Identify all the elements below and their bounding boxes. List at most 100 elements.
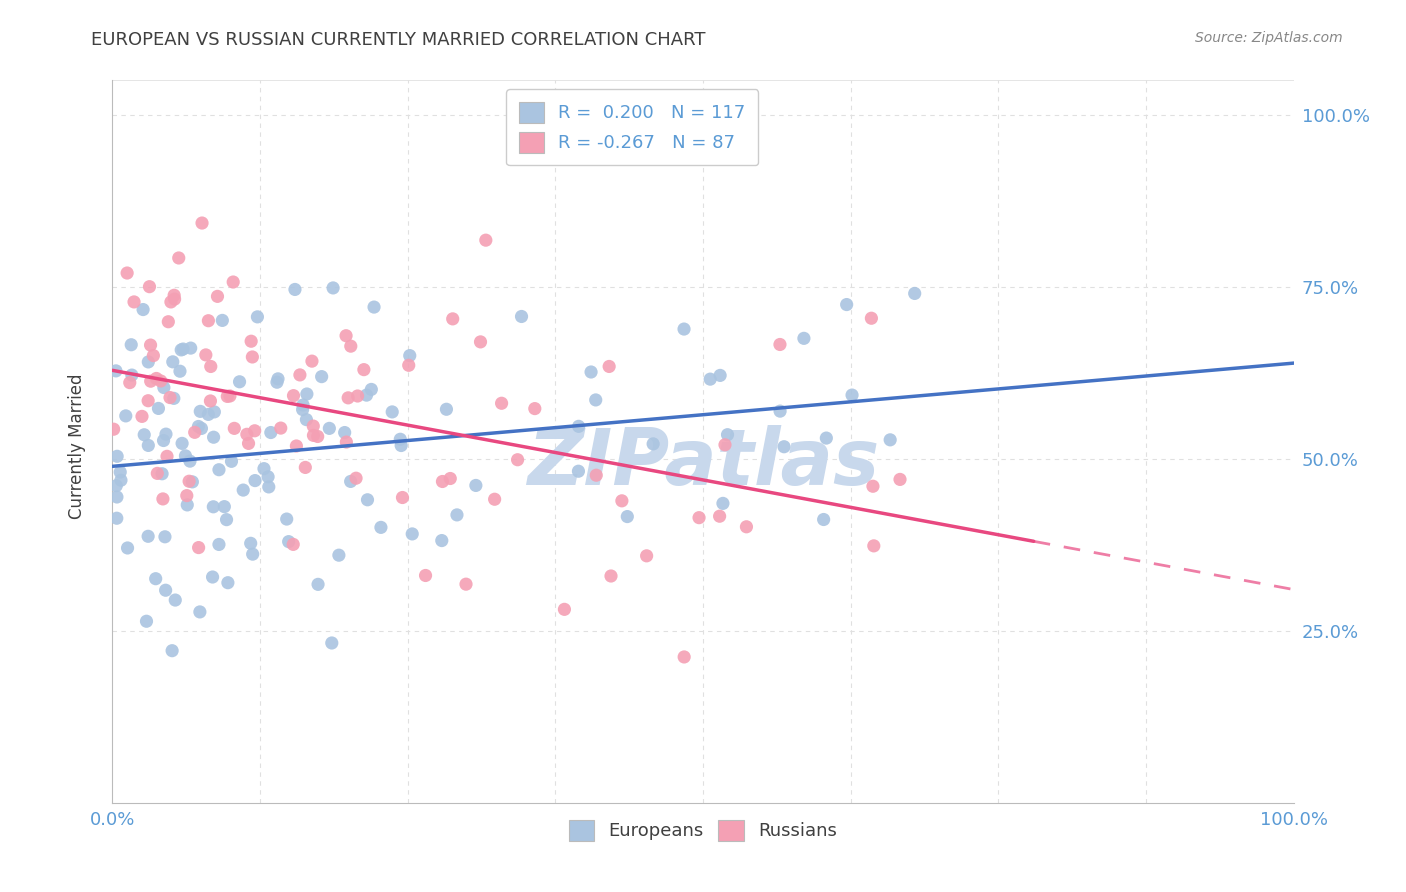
Point [197,314,219,328]
Point [475,233,498,247]
Text: EUROPEAN VS RUSSIAN CURRENTLY MARRIED CORRELATION CHART: EUROPEAN VS RUSSIAN CURRENTLY MARRIED CO… [91,31,706,49]
Point [110,465,132,479]
Point [150,467,173,481]
Point [145,572,167,586]
Point [157,315,180,329]
Point [610,493,633,508]
Text: Currently Married: Currently Married [69,373,86,519]
Text: Source: ZipAtlas.com: Source: ZipAtlas.com [1195,31,1343,45]
Point [889,472,911,486]
Point [114,409,136,423]
Point [291,402,314,417]
Point [152,491,174,506]
Point [510,310,533,324]
Point [401,527,423,541]
Point [136,355,159,369]
Point [110,473,132,487]
Point [579,365,602,379]
Point [793,331,815,345]
Point [131,409,153,424]
Point [484,492,506,507]
Point [430,533,453,548]
Point [221,454,243,468]
Point [491,396,513,410]
Point [446,508,468,522]
Point [585,392,607,407]
Point [200,394,222,409]
Point [105,479,128,493]
Point [120,337,142,351]
Point [860,311,883,326]
Point [117,541,139,555]
Point [155,427,177,442]
Point [266,376,288,390]
Point [219,389,242,403]
Point [344,471,367,485]
Point [202,500,225,514]
Point [214,500,236,514]
Point [257,470,280,484]
Point [194,348,217,362]
Point [862,479,884,493]
Point [841,388,863,402]
Point [180,341,202,355]
Point [187,541,209,555]
Text: ZIPatlas: ZIPatlas [527,425,879,501]
Point [236,427,259,442]
Point [136,529,159,543]
Point [202,405,225,419]
Point [242,547,264,561]
Point [243,424,266,438]
Point [322,281,344,295]
Point [257,480,280,494]
Point [389,432,412,446]
Point [436,402,458,417]
Point [260,425,283,440]
Point [188,605,211,619]
Point [439,471,461,485]
Point [105,450,128,464]
Point [200,359,222,374]
Point [398,349,420,363]
Point [318,421,340,435]
Point [356,388,378,402]
Point [294,460,316,475]
Point [267,372,290,386]
Point [159,391,181,405]
Point [208,537,231,551]
Point [156,450,179,464]
Point [600,569,623,583]
Point [709,368,731,383]
Point [191,216,214,230]
Point [862,539,884,553]
Point [240,350,263,364]
Point [688,510,710,524]
Point [243,474,266,488]
Point [188,404,211,418]
Point [879,433,901,447]
Point [115,266,138,280]
Point [105,511,128,525]
Point [598,359,620,374]
Point [295,412,318,426]
Point [328,548,350,562]
Point [283,537,305,551]
Point [172,436,194,450]
Legend: Europeans, Russians: Europeans, Russians [562,813,844,848]
Point [284,283,307,297]
Point [363,300,385,314]
Point [136,393,159,408]
Point [636,549,658,563]
Point [187,419,209,434]
Point [224,421,246,435]
Point [673,649,696,664]
Point [138,279,160,293]
Point [567,464,589,478]
Point [104,364,127,378]
Point [105,490,128,504]
Point [139,338,162,352]
Point [136,438,159,452]
Point [307,429,329,443]
Point [183,425,205,440]
Point [370,520,392,534]
